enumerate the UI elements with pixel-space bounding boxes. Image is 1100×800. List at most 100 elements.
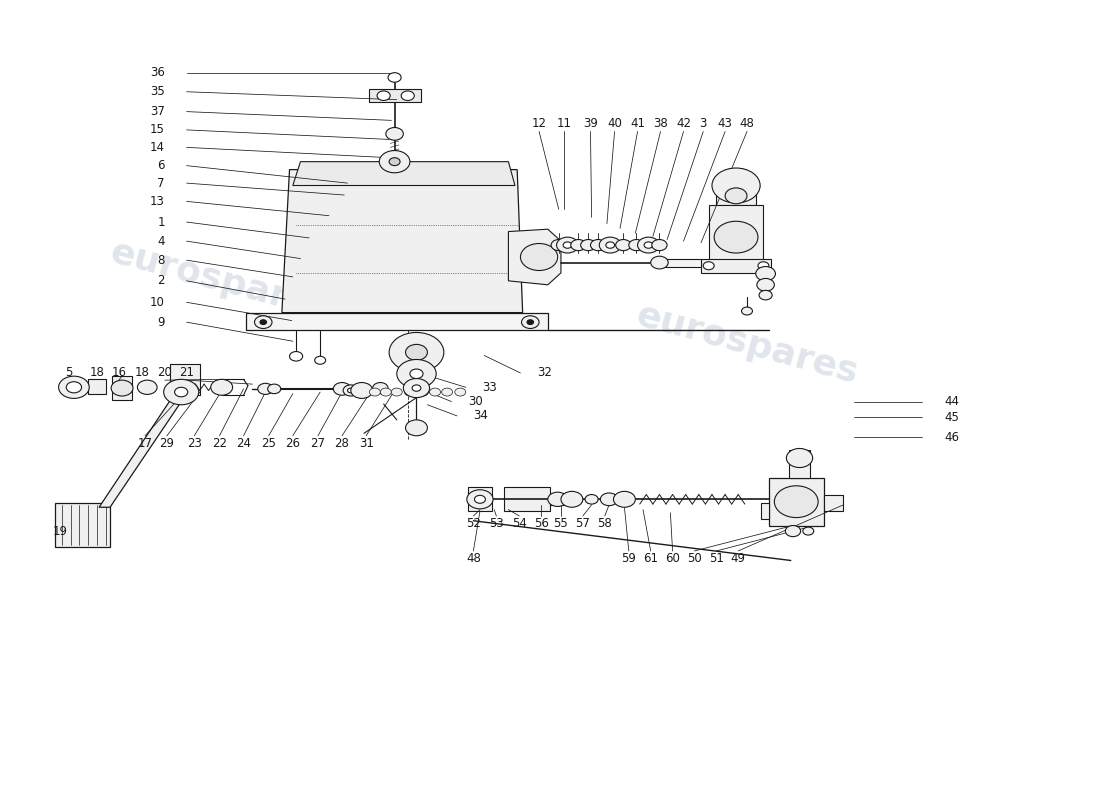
Circle shape: [267, 384, 280, 394]
Text: 10: 10: [150, 296, 165, 309]
Circle shape: [370, 388, 381, 396]
Text: 19: 19: [52, 525, 67, 538]
Circle shape: [557, 237, 579, 253]
Polygon shape: [55, 503, 110, 547]
Polygon shape: [708, 206, 763, 265]
Polygon shape: [661, 258, 701, 266]
Circle shape: [785, 526, 801, 537]
Circle shape: [392, 388, 403, 396]
Circle shape: [474, 495, 485, 503]
Circle shape: [725, 188, 747, 204]
Circle shape: [348, 388, 354, 393]
Text: 48: 48: [466, 552, 481, 566]
Text: 33: 33: [482, 381, 497, 394]
Circle shape: [333, 382, 351, 395]
Polygon shape: [245, 313, 548, 330]
Text: 5: 5: [65, 366, 73, 378]
Text: 17: 17: [138, 437, 153, 450]
Text: 54: 54: [512, 518, 527, 530]
Circle shape: [601, 493, 618, 506]
Polygon shape: [761, 503, 769, 519]
Circle shape: [418, 388, 429, 396]
Circle shape: [406, 420, 428, 436]
Circle shape: [315, 356, 326, 364]
Circle shape: [703, 262, 714, 270]
Circle shape: [803, 527, 814, 535]
Circle shape: [756, 266, 775, 281]
Circle shape: [758, 262, 769, 270]
Text: 11: 11: [557, 117, 572, 130]
Polygon shape: [282, 170, 522, 313]
Bar: [88, 379, 106, 394]
Text: 49: 49: [730, 552, 746, 566]
Text: 30: 30: [468, 395, 483, 408]
Circle shape: [759, 290, 772, 300]
Polygon shape: [716, 186, 756, 206]
Circle shape: [638, 237, 659, 253]
Circle shape: [454, 388, 465, 396]
Text: 36: 36: [150, 66, 165, 79]
Circle shape: [786, 449, 813, 467]
Circle shape: [551, 239, 566, 250]
Polygon shape: [99, 392, 187, 507]
Polygon shape: [550, 494, 565, 505]
Text: 13: 13: [150, 195, 165, 208]
Text: 37: 37: [150, 105, 165, 118]
Circle shape: [410, 369, 424, 378]
Text: 2: 2: [157, 274, 165, 287]
Text: eurospares: eurospares: [107, 235, 337, 327]
Circle shape: [757, 278, 774, 291]
Text: 23: 23: [187, 437, 201, 450]
Text: 27: 27: [310, 437, 326, 450]
Circle shape: [614, 491, 636, 507]
Circle shape: [441, 388, 452, 396]
Text: 3: 3: [700, 117, 707, 130]
Polygon shape: [170, 364, 200, 395]
Text: 35: 35: [150, 86, 165, 98]
Text: 18: 18: [89, 366, 104, 378]
Polygon shape: [824, 495, 844, 511]
Bar: [789, 450, 811, 478]
Text: 6: 6: [157, 159, 165, 172]
Circle shape: [343, 385, 359, 396]
Polygon shape: [370, 89, 421, 102]
Text: 1: 1: [157, 215, 165, 229]
Circle shape: [591, 239, 606, 250]
Text: 42: 42: [676, 117, 691, 130]
Text: 8: 8: [157, 254, 165, 266]
Text: 53: 53: [490, 518, 504, 530]
Text: 61: 61: [644, 552, 658, 566]
Text: 4: 4: [157, 234, 165, 248]
Circle shape: [645, 242, 653, 248]
Text: 59: 59: [621, 552, 636, 566]
Polygon shape: [112, 376, 132, 400]
Text: 12: 12: [531, 117, 547, 130]
Circle shape: [629, 239, 645, 250]
Circle shape: [111, 380, 133, 396]
Circle shape: [585, 494, 598, 504]
Text: 57: 57: [575, 518, 591, 530]
Text: 40: 40: [607, 117, 621, 130]
Circle shape: [377, 91, 390, 101]
Circle shape: [254, 316, 272, 329]
Text: 29: 29: [160, 437, 175, 450]
Text: 52: 52: [466, 518, 481, 530]
Text: 9: 9: [157, 316, 165, 329]
Text: 28: 28: [334, 437, 350, 450]
Circle shape: [138, 380, 157, 394]
Text: 14: 14: [150, 141, 165, 154]
Circle shape: [548, 492, 568, 506]
Text: 50: 50: [688, 552, 702, 566]
Text: 44: 44: [944, 395, 959, 408]
Circle shape: [406, 344, 428, 360]
Circle shape: [66, 382, 81, 393]
Circle shape: [389, 158, 400, 166]
Circle shape: [402, 91, 415, 101]
Circle shape: [373, 382, 388, 394]
Polygon shape: [769, 478, 824, 526]
Circle shape: [164, 379, 199, 405]
Text: 60: 60: [666, 552, 680, 566]
Circle shape: [520, 243, 558, 270]
Circle shape: [397, 359, 437, 388]
Text: 7: 7: [157, 177, 165, 190]
